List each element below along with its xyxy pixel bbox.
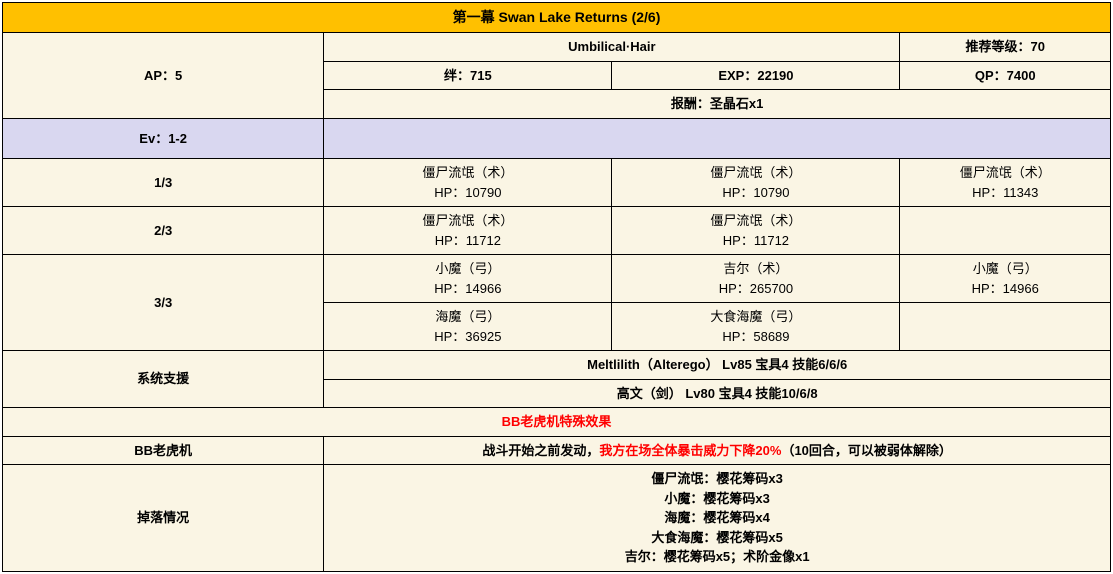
enemy-cell: 僵尸流氓（术） HP：11343 (900, 159, 1111, 207)
qp-cell: QP：7400 (900, 61, 1111, 90)
enemy-name: 僵尸流氓（术） (422, 213, 513, 228)
wave-row: 3/3 小魔（弓） HP：14966 吉尔（术） HP：265700 小魔（弓）… (3, 255, 1111, 303)
bb-effect-cell: 战斗开始之前发动，我方在场全体暴击威力下降20%（10回合，可以被弱体解除） (324, 436, 1111, 465)
enemy-name: 僵尸流氓（术） (422, 165, 513, 180)
enemy-hp: HP：11343 (972, 185, 1038, 200)
bb-header-row: BB老虎机特殊效果 (3, 408, 1111, 437)
bb-effect-pre: 战斗开始之前发动， (482, 443, 599, 458)
drops-label: 掉落情况 (3, 465, 324, 572)
enemy-hp: HP：265700 (719, 281, 793, 296)
drop-line: 海魔：樱花筹码x4 (664, 510, 769, 525)
enemy-cell-empty (900, 303, 1111, 351)
bb-header: BB老虎机特殊效果 (3, 408, 1111, 437)
enemy-cell: 僵尸流氓（术） HP：11712 (324, 207, 612, 255)
wave-row: 2/3 僵尸流氓（术） HP：11712 僵尸流氓（术） HP：11712 (3, 207, 1111, 255)
enemy-hp: HP：10790 (722, 185, 789, 200)
enemy-cell: 吉尔（术） HP：265700 (612, 255, 900, 303)
stage-title: 第一幕 Swan Lake Returns (2/6) (3, 3, 1111, 33)
wave-label: 3/3 (3, 255, 324, 351)
wave-label: 1/3 (3, 159, 324, 207)
bond-cell: 绊：715 (324, 61, 612, 90)
enemy-cell: 大食海魔（弓） HP：58689 (612, 303, 900, 351)
enemy-name: 大食海魔（弓） (710, 309, 801, 324)
support-line: Meltlilith（Alterego） Lv85 宝具4 技能6/6/6 (324, 351, 1111, 380)
reward-cell: 报酬：圣晶石x1 (324, 90, 1111, 119)
enemy-hp: HP：11712 (723, 233, 789, 248)
enemy-hp: HP：10790 (434, 185, 501, 200)
drop-line: 小魔：樱花筹码x3 (664, 491, 769, 506)
enemy-cell: 僵尸流氓（术） HP：11712 (612, 207, 900, 255)
enemy-name: 僵尸流氓（术） (710, 165, 801, 180)
wave-row: 1/3 僵尸流氓（术） HP：10790 僵尸流氓（术） HP：10790 僵尸… (3, 159, 1111, 207)
drops-row: 掉落情况 僵尸流氓：樱花筹码x3 小魔：樱花筹码x3 海魔：樱花筹码x4 大食海… (3, 465, 1111, 572)
enemy-name: 小魔（弓） (973, 261, 1038, 276)
enemy-hp: HP：11712 (435, 233, 501, 248)
support-label: 系统支援 (3, 351, 324, 408)
drop-line: 大食海魔：樱花筹码x5 (651, 530, 782, 545)
location-cell: Umbilical·Hair (324, 33, 900, 62)
ev-empty (324, 118, 1111, 159)
enemy-hp: HP：14966 (434, 281, 501, 296)
wave-label: 2/3 (3, 207, 324, 255)
enemy-hp: HP：58689 (722, 329, 789, 344)
enemy-cell-empty (900, 207, 1111, 255)
stage-info-table: 第一幕 Swan Lake Returns (2/6) AP：5 Umbilic… (2, 2, 1111, 572)
enemy-name: 僵尸流氓（术） (710, 213, 801, 228)
drop-line: 吉尔：樱花筹码x5；术阶金像x1 (625, 549, 810, 564)
enemy-cell: 僵尸流氓（术） HP：10790 (324, 159, 612, 207)
ap-cell: AP：5 (3, 33, 324, 119)
enemy-cell: 小魔（弓） HP：14966 (900, 255, 1111, 303)
ev-row: Ev：1-2 (3, 118, 1111, 159)
enemy-cell: 僵尸流氓（术） HP：10790 (612, 159, 900, 207)
title-row: 第一幕 Swan Lake Returns (2/6) (3, 3, 1111, 33)
enemy-name: 小魔（弓） (435, 261, 500, 276)
drop-line: 僵尸流氓：樱花筹码x3 (651, 471, 782, 486)
ev-label: Ev：1-2 (3, 118, 324, 159)
bb-effect-post: （10回合，可以被弱体解除） (781, 443, 951, 458)
enemy-name: 海魔（弓） (435, 309, 500, 324)
bb-label: BB老虎机 (3, 436, 324, 465)
enemy-name: 僵尸流氓（术） (960, 165, 1051, 180)
support-row-1: 系统支援 Meltlilith（Alterego） Lv85 宝具4 技能6/6… (3, 351, 1111, 380)
enemy-hp: HP：36925 (434, 329, 501, 344)
support-line: 高文（剑） Lv80 宝具4 技能10/6/8 (324, 379, 1111, 408)
rec-level-cell: 推荐等级：70 (900, 33, 1111, 62)
enemy-hp: HP：14966 (972, 281, 1039, 296)
enemy-name: 吉尔（术） (723, 261, 788, 276)
enemy-cell: 小魔（弓） HP：14966 (324, 255, 612, 303)
drops-cell: 僵尸流氓：樱花筹码x3 小魔：樱花筹码x3 海魔：樱花筹码x4 大食海魔：樱花筹… (324, 465, 1111, 572)
bb-effect-red: 我方在场全体暴击威力下降20% (599, 443, 781, 458)
bb-effect-row: BB老虎机 战斗开始之前发动，我方在场全体暴击威力下降20%（10回合，可以被弱… (3, 436, 1111, 465)
exp-cell: EXP：22190 (612, 61, 900, 90)
enemy-cell: 海魔（弓） HP：36925 (324, 303, 612, 351)
info-row-1: AP：5 Umbilical·Hair 推荐等级：70 (3, 33, 1111, 62)
